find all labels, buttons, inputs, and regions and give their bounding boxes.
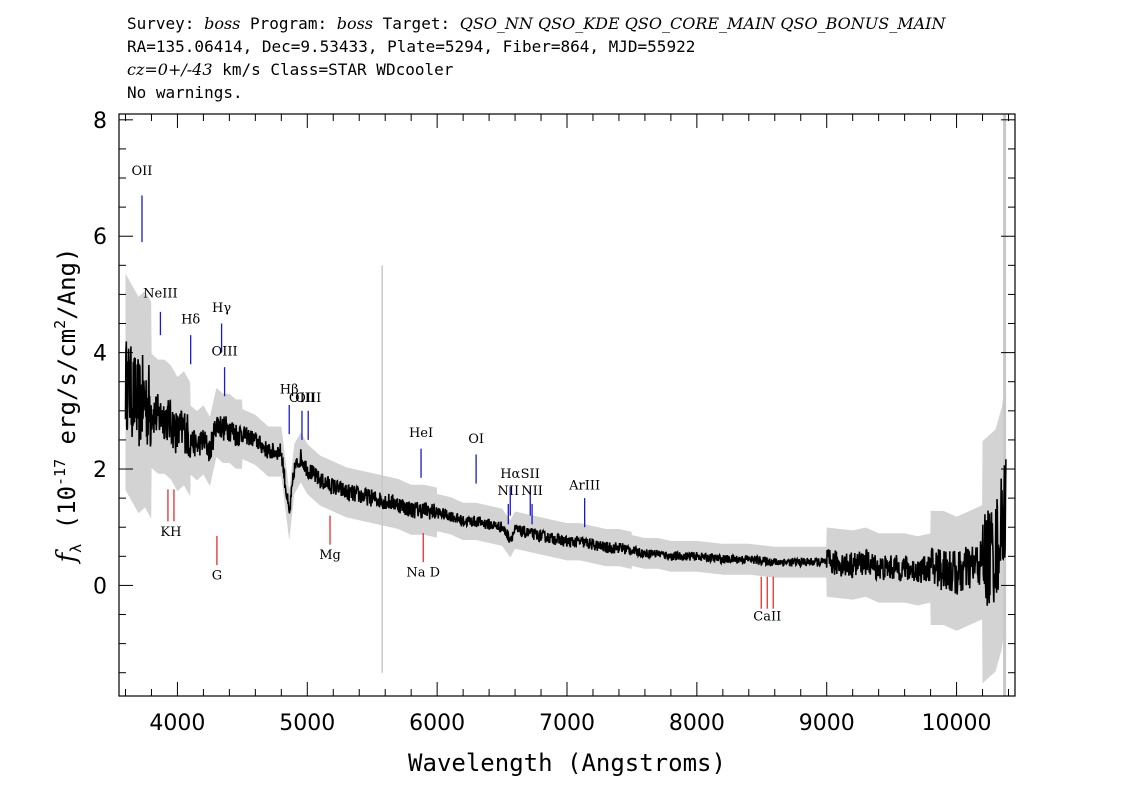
line-label-3: Hγ: [212, 301, 231, 316]
line-label-19: CaII: [753, 609, 781, 624]
header-line-3: cz=0+/-43 km/s Class=STAR WDcooler: [127, 60, 454, 79]
line-label-10: NII: [497, 484, 519, 499]
svg-text:fλ (10-17 erg/s/cm2/Ang): fλ (10-17 erg/s/cm2/Ang): [51, 248, 85, 565]
plot-frame: [118, 113, 1016, 697]
error-band: [125, 114, 1007, 696]
y-tick-label-2: 4: [93, 342, 107, 367]
header-line-4: No warnings.: [127, 83, 243, 102]
line-label-13: NII: [521, 484, 543, 499]
line-label-5: Hβ: [280, 382, 299, 397]
flux-series: [124, 341, 1007, 606]
x-tick-label-4: 8000: [669, 711, 725, 736]
line-label-17: Mg: [319, 548, 341, 563]
line-label-14: ArIII: [568, 478, 600, 493]
x-tick-label-3: 7000: [539, 711, 595, 736]
x-tick-label-5: 9000: [799, 711, 855, 736]
header-line-1: Survey: boss Program: boss Target: QSO_N…: [127, 14, 946, 33]
axis-ticks: 4000 5000 6000 7000 8000 9000 10000 0 2 4 6 8: [93, 109, 1015, 736]
line-label-18: Na D: [406, 566, 440, 581]
y-tick-label-3: 6: [93, 225, 107, 250]
y-tick-label-0: 0: [93, 574, 107, 599]
line-label-16: G: [212, 569, 222, 584]
line-label-8: HeI: [409, 426, 433, 441]
line-label-2: Hδ: [181, 313, 200, 328]
x-tick-label-2: 6000: [409, 711, 465, 736]
x-axis-label: Wavelength (Angstroms): [408, 749, 726, 777]
flux-line: [124, 341, 1007, 606]
x-tick-label-0: 4000: [149, 711, 205, 736]
x-tick-label-1: 5000: [279, 711, 335, 736]
line-label-12: SII: [521, 467, 540, 482]
header-line-2: RA=135.06414, Dec=9.53433, Plate=5294, F…: [127, 37, 696, 56]
line-label-4: OIII: [212, 345, 238, 360]
line-label-11: Hα: [500, 467, 520, 482]
y-tick-label-4: 8: [93, 109, 107, 134]
error-band-area: [125, 273, 1006, 684]
line-label-9: OI: [468, 432, 484, 447]
line-label-15: KH: [160, 525, 181, 540]
line-label-1: NeIII: [143, 286, 177, 301]
line-label-0: OII: [132, 164, 153, 179]
y-axis-label: fλ (10-17 erg/s/cm2/Ang): [51, 248, 85, 565]
y-tick-label-1: 2: [93, 458, 107, 483]
x-tick-label-6: 10000: [922, 711, 992, 736]
line-label-7: OIII: [295, 391, 321, 406]
line-label-6: OIII: [289, 391, 315, 406]
